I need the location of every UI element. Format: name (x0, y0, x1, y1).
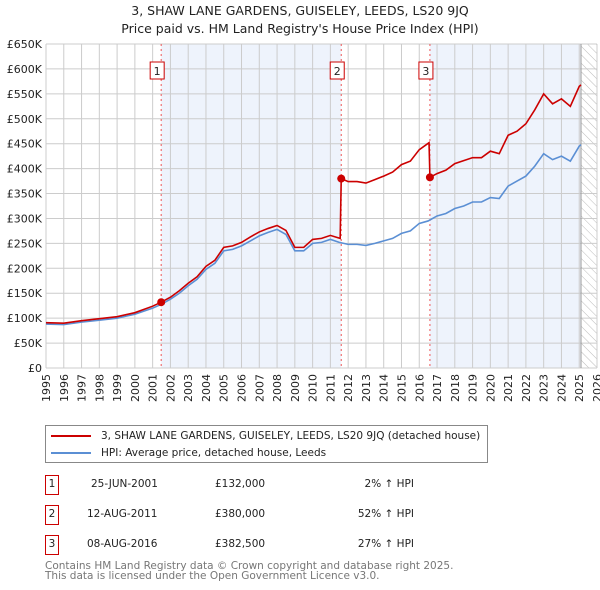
footer-copyright: Contains HM Land Registry data © Crown c… (45, 560, 454, 572)
sale-marker-badge (329, 61, 345, 80)
x-tick-label: 2020 (484, 374, 497, 402)
chart-subtitle: Price paid vs. HM Land Registry's House … (121, 21, 479, 36)
sale-marker-badge (418, 61, 434, 80)
x-tick-label: 2025 (573, 374, 586, 402)
sale-marker-label: 2 (334, 65, 341, 78)
transaction-badge: 2 (45, 505, 59, 525)
x-tick-label: 2015 (395, 374, 408, 402)
legend-swatch-property (51, 435, 91, 437)
x-tick-label: 1996 (58, 374, 71, 402)
transaction-date: 08-AUG-2016 (87, 538, 158, 550)
x-tick-label: 2004 (200, 374, 213, 402)
transaction-hpi: 27% ↑ HPI (357, 538, 414, 550)
chart-title: 3, SHAW LANE GARDENS, GUISELEY, LEEDS, L… (131, 3, 469, 18)
x-tick-label: 2014 (378, 374, 391, 402)
x-tick-label: 2024 (555, 374, 568, 402)
hpi-line (45, 144, 582, 326)
y-tick-label: £400K (7, 163, 43, 176)
x-tick-label: 2000 (129, 374, 142, 402)
legend-item-property: 3, SHAW LANE GARDENS, GUISELEY, LEEDS, L… (51, 428, 480, 444)
x-tick-label: 2008 (271, 374, 284, 402)
legend-item-hpi: HPI: Average price, detached house, Leed… (51, 445, 326, 461)
sale-marker-label: 1 (154, 65, 161, 78)
price-chart: 1995 1996 1997 1998 1999 2000 2001 2002 2003 2004… (7, 38, 600, 402)
transaction-date: 25-JUN-2001 (91, 478, 158, 490)
transaction-date: 12-AUG-2011 (87, 508, 158, 520)
x-tick-label: 2017 (431, 374, 444, 402)
x-tick-label: 2023 (538, 374, 551, 402)
y-tick-label: £0 (28, 362, 42, 375)
y-tick-label: £300K (7, 212, 43, 225)
sale-point (425, 173, 434, 182)
x-tick-label: 1999 (111, 374, 124, 402)
x-tick-label: 2001 (147, 374, 160, 402)
x-tick-label: 2026 (591, 374, 600, 402)
y-tick-label: £100K (7, 312, 43, 325)
shaded-period (161, 44, 342, 368)
y-tick-label: £550K (7, 88, 43, 101)
y-tick-label: £650K (7, 38, 43, 51)
x-tick-label: 2012 (342, 374, 355, 402)
transaction-price: £382,500 (215, 538, 266, 550)
x-tick-label: 2007 (253, 374, 266, 402)
y-tick-label: £200K (7, 262, 43, 275)
transaction-row: 1 25-JUN-2001 £132,000 2% ↑ HPI (45, 475, 495, 495)
y-tick-label: £50K (14, 337, 43, 350)
x-tick-label: 2005 (218, 374, 231, 402)
x-tick-label: 2019 (467, 374, 480, 402)
y-tick-label: £250K (7, 237, 43, 250)
y-tick-label: £150K (7, 287, 43, 300)
sale-marker-label: 3 (422, 65, 429, 78)
x-tick-label: 2013 (360, 374, 373, 402)
sale-point (337, 174, 346, 183)
x-tick-label: 2018 (449, 374, 462, 402)
y-tick-label: £450K (7, 138, 43, 151)
sale-marker-badge (149, 61, 165, 80)
x-tick-label: 2009 (289, 374, 302, 402)
x-tick-label: 1997 (76, 374, 89, 402)
x-tick-label: 2003 (182, 374, 195, 402)
transaction-row: 2 12-AUG-2011 £380,000 52% ↑ HPI (45, 505, 495, 525)
y-tick-label: £500K (7, 113, 43, 126)
x-tick-label: 2002 (164, 374, 177, 402)
transaction-price: £380,000 (215, 508, 266, 520)
transaction-price: £132,000 (215, 478, 266, 490)
x-tick-label: 2006 (236, 374, 249, 402)
sale-point (157, 298, 166, 307)
legend-swatch-hpi (51, 452, 91, 454)
x-tick-label: 2016 (413, 374, 426, 402)
x-tick-label: 2011 (324, 374, 337, 402)
transaction-badge: 1 (45, 475, 59, 495)
legend-label-property: 3, SHAW LANE GARDENS, GUISELEY, LEEDS, L… (101, 430, 481, 442)
transaction-badge: 3 (45, 535, 59, 555)
legend-label-hpi: HPI: Average price, detached house, Leed… (101, 447, 327, 459)
forecast-hatch (581, 44, 597, 368)
footer-licence: This data is licensed under the Open Gov… (45, 570, 380, 582)
x-tick-label: 1998 (93, 374, 106, 402)
x-tick-label: 1995 (40, 374, 53, 402)
transaction-hpi: 52% ↑ HPI (357, 508, 414, 520)
chart-legend: 3, SHAW LANE GARDENS, GUISELEY, LEEDS, L… (45, 425, 488, 463)
x-tick-label: 2010 (307, 374, 320, 402)
transaction-hpi: 2% ↑ HPI (364, 478, 414, 490)
x-tick-label: 2022 (520, 374, 533, 402)
y-tick-label: £600K (7, 63, 43, 76)
x-tick-label: 2021 (502, 374, 515, 402)
shaded-period (429, 44, 582, 368)
transaction-row: 3 08-AUG-2016 £382,500 27% ↑ HPI (45, 535, 495, 555)
y-tick-label: £350K (7, 188, 43, 201)
